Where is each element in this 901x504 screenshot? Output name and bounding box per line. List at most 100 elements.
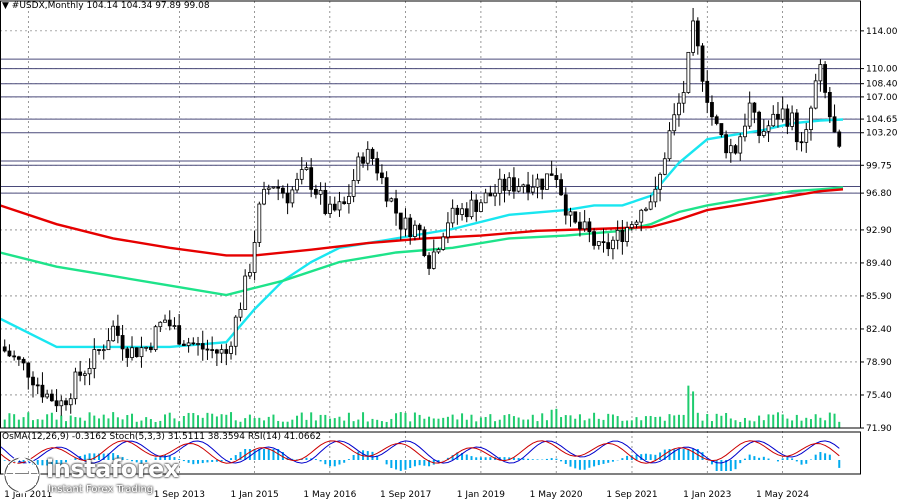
osma-bar	[263, 449, 265, 460]
volume-bar	[819, 418, 821, 428]
price-tick-label: 104.65	[866, 115, 898, 125]
candle-body	[310, 168, 313, 190]
volume-bar	[834, 414, 836, 428]
volume-bar	[390, 419, 392, 428]
candle-body	[668, 131, 671, 159]
volume-bar	[173, 418, 175, 428]
volume-bar	[612, 414, 614, 428]
osma-bar	[305, 458, 307, 460]
time-axis-label: 1 Sep 2017	[380, 490, 431, 500]
volume-bar	[470, 415, 472, 428]
volume-bar	[74, 417, 76, 428]
volume-bar	[60, 415, 62, 428]
candle-body	[22, 359, 25, 363]
dropdown-arrow-icon[interactable]: ▼	[2, 1, 9, 11]
candle-body	[347, 196, 350, 203]
candle-body	[677, 103, 680, 115]
osma-bar	[782, 458, 784, 460]
volume-bar	[720, 416, 722, 428]
candle-body	[413, 225, 416, 236]
volume-bar	[32, 420, 34, 428]
volume-bar	[126, 415, 128, 428]
volume-bar	[268, 417, 270, 428]
osma-bar	[603, 460, 605, 464]
candle-body	[239, 309, 242, 317]
candle-body	[352, 180, 355, 196]
volume-bar	[23, 417, 25, 428]
candle-body	[762, 131, 765, 135]
candle-body	[286, 193, 289, 203]
candle-body	[569, 212, 572, 215]
volume-bar	[169, 413, 171, 428]
volume-bar	[485, 417, 487, 428]
candle-body	[663, 159, 666, 175]
volume-bar	[617, 416, 619, 428]
volume-bar	[631, 420, 633, 428]
candle-body	[248, 272, 251, 276]
volume-bar	[272, 415, 274, 428]
osma-bar	[202, 460, 204, 463]
candle-body	[555, 175, 558, 179]
osma-bar	[404, 460, 406, 470]
volume-bar	[593, 413, 595, 428]
candle-body	[168, 320, 171, 326]
candle-body	[729, 146, 732, 153]
candle-body	[291, 190, 294, 203]
volume-bar	[140, 421, 142, 428]
volume-bar	[621, 421, 623, 428]
volume-bar	[296, 416, 298, 428]
osma-bar	[329, 460, 331, 466]
candle-body	[36, 385, 39, 386]
candle-body	[536, 179, 539, 187]
price-tick-label: 110.00	[866, 65, 898, 75]
osma-bar	[626, 456, 628, 460]
candle-body	[531, 187, 534, 192]
volume-bar	[433, 418, 435, 428]
volume-bar	[287, 422, 289, 428]
volume-bar	[41, 420, 43, 428]
osma-bar	[749, 455, 751, 460]
candle-body	[126, 349, 129, 358]
candle-body	[182, 344, 185, 345]
time-axis-label: 1 Jan 2023	[683, 490, 731, 500]
candle-body	[786, 109, 789, 126]
candle-body	[385, 178, 388, 201]
volume-bar	[753, 421, 755, 428]
price-tick-label: 103.20	[866, 129, 898, 139]
osma-bar	[485, 457, 487, 460]
volume-bar	[782, 414, 784, 428]
volume-bar	[489, 414, 491, 428]
osma-bar	[475, 457, 477, 460]
candle-body	[98, 350, 101, 351]
volume-bar	[636, 417, 638, 428]
volume-bar	[588, 419, 590, 428]
osma-bar	[395, 460, 397, 469]
osma-bar	[579, 460, 581, 470]
candle-body	[654, 189, 657, 202]
price-tick-label: 85.90	[866, 292, 892, 302]
volume-bar	[324, 415, 326, 428]
volume-bar	[51, 413, 53, 428]
volume-bar	[452, 415, 454, 428]
candle-body	[267, 188, 270, 189]
volume-bar	[386, 422, 388, 428]
volume-bar	[716, 414, 718, 428]
volume-bar	[537, 421, 539, 428]
osma-bar	[574, 460, 576, 468]
volume-bar	[447, 417, 449, 428]
osma-bar	[338, 460, 340, 465]
candle-body	[437, 249, 440, 252]
volume-bar	[697, 413, 699, 428]
volume-bar	[527, 420, 529, 428]
candle-body	[791, 113, 794, 126]
candle-body	[376, 159, 379, 173]
osma-bar	[565, 460, 567, 464]
candle-body	[527, 185, 530, 192]
volume-bar	[414, 413, 416, 428]
volume-bar	[603, 420, 605, 428]
volume-bar	[815, 414, 817, 428]
candle-body	[116, 326, 119, 335]
volume-bar	[541, 413, 543, 428]
candle-body	[253, 242, 256, 272]
